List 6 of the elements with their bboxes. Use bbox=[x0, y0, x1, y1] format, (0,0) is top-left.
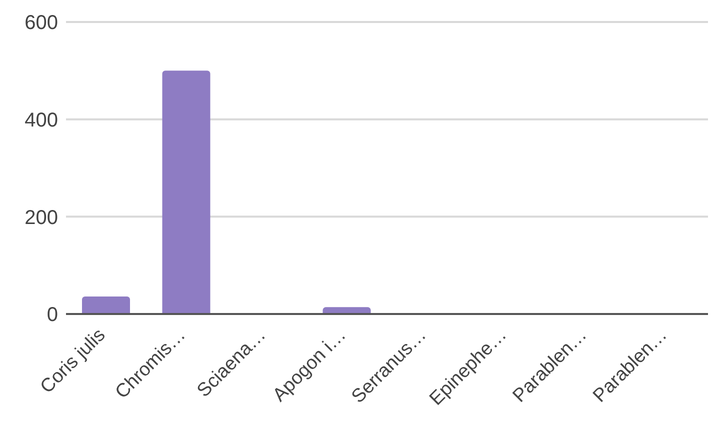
y-tick-label: 600 bbox=[24, 12, 58, 34]
y-tick-label: 400 bbox=[24, 109, 58, 132]
y-tick-label: 0 bbox=[46, 304, 58, 326]
bar bbox=[82, 296, 130, 314]
bar bbox=[162, 70, 210, 314]
y-tick-label: 200 bbox=[24, 206, 58, 229]
